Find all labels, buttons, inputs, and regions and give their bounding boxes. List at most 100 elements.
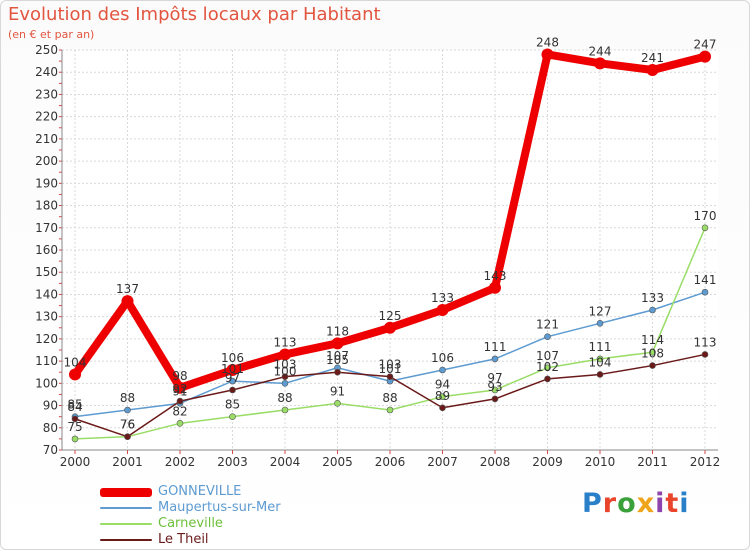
y-tick-label: 200: [35, 154, 58, 168]
data-label: 133: [641, 291, 664, 305]
data-label: 82: [172, 404, 187, 418]
data-label: 88: [120, 391, 135, 405]
data-label: 244: [589, 44, 612, 58]
data-point: [281, 373, 289, 380]
data-point: [334, 400, 341, 407]
data-point: [384, 321, 396, 334]
data-label: 170: [694, 209, 717, 223]
y-tick-label: 90: [43, 399, 58, 413]
data-point: [649, 306, 656, 314]
chart-axes: 7080901001101201301401501601701801902002…: [35, 43, 720, 469]
y-tick-label: 250: [35, 43, 58, 57]
data-label: 97: [487, 371, 502, 385]
data-label: 102: [536, 360, 559, 374]
legend-item: Maupertus-sur-Mer: [100, 500, 281, 516]
data-label: 94: [435, 378, 450, 392]
data-point: [596, 355, 604, 363]
chart-legend: GONNEVILLE Maupertus-sur-Mer Carneville Le …: [100, 484, 281, 548]
data-label: 84: [67, 400, 82, 414]
data-label: 98: [172, 369, 187, 383]
y-tick-label: 170: [35, 221, 58, 235]
legend-label: Carneville: [158, 516, 223, 531]
x-tick-label: 2002: [165, 455, 196, 469]
logo-letter: i: [655, 488, 666, 519]
data-point: [281, 406, 289, 414]
data-label: 106: [221, 351, 244, 365]
x-tick-label: 2005: [322, 455, 353, 469]
x-tick-label: 2006: [375, 455, 406, 469]
data-label: 111: [589, 340, 612, 354]
logo-letter: r: [602, 488, 618, 519]
x-tick-label: 2010: [585, 455, 616, 469]
data-point: [176, 397, 184, 405]
y-tick-label: 110: [35, 354, 58, 368]
data-label: 93: [487, 380, 502, 394]
data-point: [594, 57, 606, 70]
data-point: [281, 380, 289, 387]
y-tick-label: 220: [35, 110, 58, 124]
data-label: 104: [64, 355, 87, 369]
data-point: [596, 371, 604, 378]
data-point: [229, 386, 236, 394]
data-label: 143: [484, 269, 507, 283]
data-label: 85: [67, 398, 82, 412]
data-label: 121: [536, 318, 559, 332]
data-label: 76: [120, 418, 135, 432]
data-label: 108: [641, 347, 664, 361]
data-point: [124, 433, 131, 440]
y-tick-label: 130: [35, 310, 58, 324]
x-tick-label: 2007: [427, 455, 458, 469]
data-point: [121, 295, 134, 308]
y-tick-label: 210: [35, 132, 58, 146]
data-label: 88: [277, 391, 292, 405]
data-point: [491, 355, 499, 363]
chart-title: Evolution des Impôts locaux par Habitant: [8, 4, 381, 25]
data-label: 101: [221, 362, 244, 376]
x-tick-label: 2000: [60, 455, 91, 469]
y-tick-label: 150: [35, 265, 58, 279]
data-point: [491, 386, 499, 394]
data-point: [226, 364, 239, 376]
data-point: [646, 64, 659, 76]
legend-label: Le Theil: [158, 532, 209, 547]
data-point: [544, 364, 551, 372]
x-tick-label: 2008: [480, 455, 511, 469]
data-point: [544, 375, 551, 383]
y-tick-label: 190: [35, 176, 58, 190]
y-tick-label: 100: [35, 376, 58, 390]
data-point: [124, 406, 131, 414]
data-point: [649, 362, 656, 369]
data-label: 247: [694, 38, 717, 52]
data-label: 107: [326, 349, 349, 363]
data-label: 137: [116, 282, 139, 296]
chart-data-labels: 104 137 98 106 113 118 125 133 143 248 244 241 247 85…: [64, 35, 717, 433]
data-label: 100: [274, 364, 297, 378]
legend-item: Carneville: [100, 516, 281, 532]
x-tick-label: 2012: [690, 455, 721, 469]
data-point: [701, 224, 709, 232]
data-label: 127: [589, 304, 612, 318]
data-point: [489, 281, 501, 294]
data-point: [71, 415, 79, 423]
legend-item: Le Theil: [100, 532, 281, 548]
x-tick-label: 2004: [270, 455, 301, 469]
data-point: [229, 377, 236, 385]
data-label: 75: [67, 420, 82, 434]
logo-letter: P: [582, 488, 603, 519]
data-point: [701, 351, 709, 358]
x-tick-label: 2011: [637, 455, 668, 469]
legend-swatch: [100, 487, 152, 497]
data-label: 97: [225, 371, 240, 385]
legend-swatch: [100, 523, 152, 525]
data-point: [649, 348, 656, 356]
data-label: 111: [484, 340, 507, 354]
y-tick-label: 70: [43, 443, 58, 457]
data-point: [439, 393, 446, 400]
data-point: [439, 404, 446, 412]
legend-item: GONNEVILLE: [100, 484, 281, 500]
logo-letter: i: [679, 488, 690, 519]
data-label: 141: [694, 273, 717, 287]
data-point: [541, 48, 554, 61]
data-point: [386, 406, 394, 414]
data-label: 113: [274, 335, 297, 349]
